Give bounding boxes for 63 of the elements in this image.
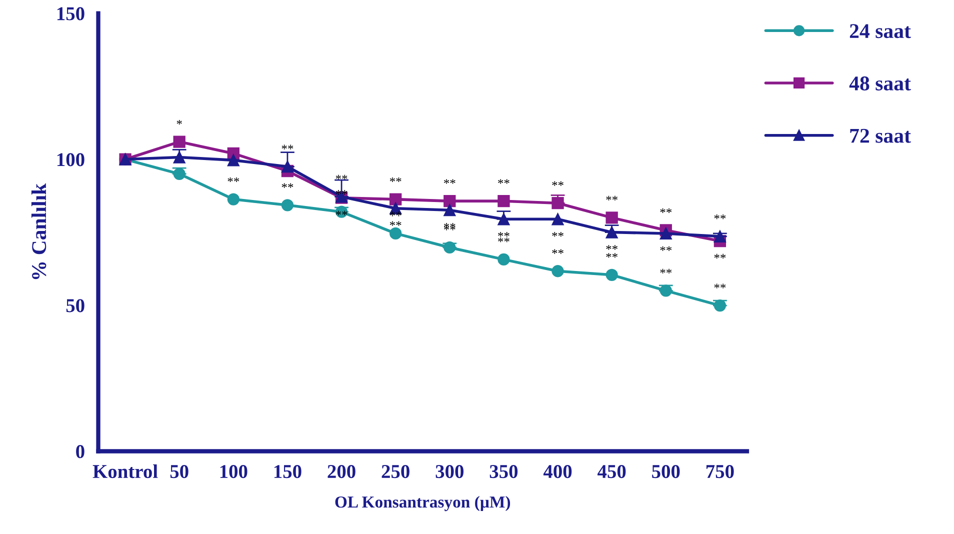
point — [498, 253, 510, 266]
x-tick-label: 300 — [436, 464, 464, 478]
x-tick-label: 150 — [274, 464, 302, 478]
annotation: ** — [552, 232, 564, 237]
x-tick-label: 50 — [170, 464, 188, 478]
point — [606, 212, 618, 224]
annotation: ** — [336, 174, 348, 180]
point — [173, 136, 186, 148]
y-tick-label: 150 — [57, 7, 84, 20]
annotation: ** — [606, 253, 618, 258]
annotation: ** — [606, 245, 618, 250]
point — [552, 213, 564, 226]
annotation: ** — [336, 190, 348, 195]
point — [227, 154, 240, 166]
annotation: ** — [660, 208, 672, 213]
point — [660, 227, 672, 240]
annotation: ** — [714, 214, 726, 220]
annotation: ** — [444, 222, 456, 228]
annotation: ** — [606, 196, 618, 200]
x-axis-title: OL Konsantrasyon (µM) — [335, 496, 510, 512]
legend-label: 48 saat — [849, 76, 911, 90]
annotation: ** — [714, 254, 726, 259]
x-tick-label: 250 — [382, 464, 410, 478]
annotation: ** — [282, 144, 294, 150]
annotation: ** — [714, 284, 726, 288]
point — [444, 204, 456, 216]
annotation: ** — [444, 226, 456, 230]
annotation: ** — [660, 268, 672, 274]
annotation: ** — [282, 183, 294, 188]
point — [498, 194, 510, 208]
annotation: ** — [444, 179, 456, 184]
annotation: ** — [552, 249, 564, 254]
x-tick-label: 500 — [652, 464, 680, 478]
point — [390, 193, 402, 206]
annotation: ** — [336, 210, 348, 216]
y-tick-label: 0 — [76, 445, 84, 458]
annotation: * — [176, 120, 182, 125]
annotation: ** — [228, 177, 240, 182]
annotation: ** — [552, 181, 564, 186]
point — [281, 199, 294, 212]
annotation: ** — [390, 177, 402, 182]
y-tick-label: 100 — [57, 153, 84, 166]
x-tick-label: 450 — [598, 464, 626, 478]
point — [227, 193, 240, 206]
legend-label: 24 saat — [850, 24, 911, 38]
x-tick-label: 350 — [490, 464, 518, 478]
x-tick-label: 400 — [543, 464, 572, 478]
x-tick-label: 100 — [220, 464, 248, 478]
x-tick-label: 200 — [328, 464, 356, 478]
y-tick-label: 50 — [66, 299, 84, 312]
annotation: ** — [498, 232, 510, 237]
annotation: ** — [390, 221, 402, 226]
annotation: ** — [660, 246, 672, 251]
x-tick-label: Kontrol — [92, 464, 158, 478]
x-tick-label: 750 — [706, 464, 734, 478]
point — [390, 227, 402, 240]
y-axis-title: % Canlılık — [31, 183, 46, 280]
point — [606, 268, 618, 281]
legend-label: 72 saat — [850, 128, 911, 143]
annotation: ** — [498, 238, 510, 242]
point — [552, 265, 564, 278]
annotation: ** — [498, 179, 510, 184]
point — [444, 194, 456, 208]
